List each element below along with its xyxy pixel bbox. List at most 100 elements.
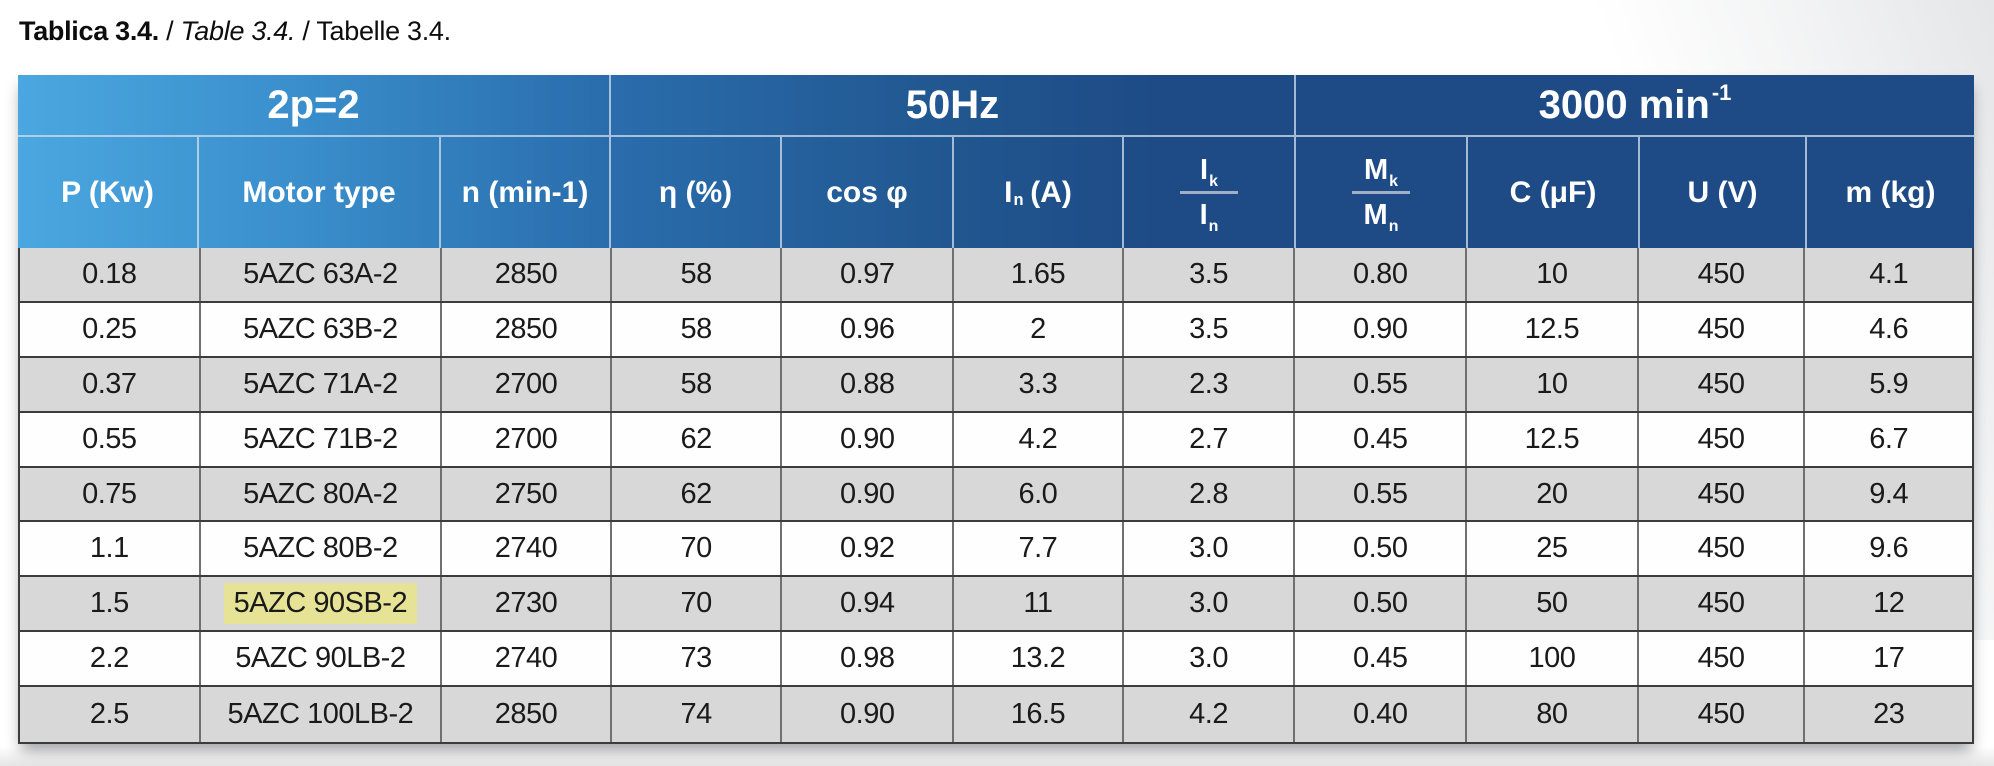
cell-capacitor: 20	[1467, 467, 1639, 521]
column-header-n: n (min-1)	[441, 137, 611, 248]
cell-mk-mn: 0.50	[1295, 522, 1468, 576]
cell-mk-mn: 0.45	[1295, 632, 1468, 686]
cell-capacitor: 12.5	[1467, 412, 1639, 466]
group-header-3000min: 3000 min -1	[1296, 75, 1974, 135]
table-row: 2.2 5AZC 90LB-2 2740 73 0.98 13.2 3.0 0.…	[20, 632, 1972, 688]
column-header-row: P (Kw) Motor type n (min-1) η (%) cos φ …	[18, 137, 1974, 248]
column-header-eta: η (%)	[611, 137, 782, 248]
cell-capacitor: 10	[1467, 248, 1639, 301]
table-row: 2.5 5AZC 100LB-2 2850 74 0.90 16.5 4.2 0…	[20, 687, 1972, 743]
table-row: 1.1 5AZC 80B-2 2740 70 0.92 7.7 3.0 0.50…	[20, 522, 1972, 578]
cell-ik-in: 2.3	[1124, 357, 1296, 411]
cell-mass: 23	[1873, 698, 1905, 731]
cell-capacitor: 80	[1467, 687, 1639, 743]
group-header-3000min-label: 3000 min	[1538, 82, 1710, 127]
cell-mass: 6.7	[1869, 422, 1909, 455]
cell-speed: 2740	[442, 632, 612, 686]
cell-mass: 4.6	[1869, 312, 1909, 345]
table-body: 0.18 5AZC 63A-2 2850 58 0.97 1.65 3.5 0.…	[18, 248, 1974, 745]
cell-motor-type: 5AZC 63A-2	[201, 248, 443, 301]
cell-current: 6.0	[954, 467, 1124, 521]
caption-english: Table 3.4.	[180, 16, 296, 46]
cell-power: 0.25	[20, 302, 201, 356]
page-bottom-shading	[0, 746, 1994, 766]
cell-cos-phi: 0.96	[782, 302, 955, 356]
caption-german: Tabelle 3.4.	[316, 16, 451, 46]
cell-efficiency: 58	[612, 248, 783, 301]
ik-in-fraction: Ik In	[1180, 154, 1238, 235]
cell-mk-mn: 0.50	[1295, 577, 1468, 631]
cell-efficiency: 58	[612, 357, 783, 411]
cell-capacitor: 25	[1467, 522, 1639, 576]
cell-voltage: 450	[1639, 632, 1806, 686]
cell-current: 3.3	[954, 357, 1124, 411]
cell-current: 1.65	[954, 248, 1124, 301]
column-header-c: C (μF)	[1468, 137, 1640, 248]
cell-cos-phi: 0.97	[782, 248, 955, 301]
column-header-mk-mn: Mk Mn	[1296, 137, 1468, 248]
cell-efficiency: 73	[612, 632, 783, 686]
cell-cos-phi: 0.98	[782, 632, 955, 686]
cell-cos-phi: 0.94	[782, 577, 955, 631]
table-row: 0.75 5AZC 80A-2 2750 62 0.90 6.0 2.8 0.5…	[20, 467, 1972, 523]
cell-cos-phi: 0.88	[782, 357, 955, 411]
caption-croatian: Tablica 3.4.	[19, 16, 159, 46]
cell-current: 13.2	[954, 632, 1124, 686]
cell-mk-mn: 0.55	[1295, 467, 1468, 521]
cell-efficiency: 62	[612, 412, 783, 466]
cell-efficiency: 74	[612, 687, 783, 743]
cell-speed: 2750	[442, 467, 612, 521]
cell-ik-in: 3.5	[1124, 302, 1296, 356]
cell-voltage: 450	[1639, 412, 1806, 466]
cell-current: 4.2	[954, 412, 1124, 466]
cell-capacitor: 50	[1467, 577, 1639, 631]
cell-capacitor: 12.5	[1467, 302, 1639, 356]
cell-mass: 5.9	[1869, 367, 1909, 400]
cell-speed: 2850	[442, 687, 612, 743]
cell-efficiency: 70	[612, 577, 783, 631]
group-header-50hz: 50Hz	[611, 75, 1296, 135]
cell-cos-phi: 0.90	[782, 687, 955, 743]
mk-mn-fraction: Mk Mn	[1352, 154, 1410, 235]
cell-power: 1.5	[20, 577, 201, 631]
cell-mk-mn: 0.55	[1295, 357, 1468, 411]
column-header-p: P (Kw)	[18, 137, 199, 248]
cell-cos-phi: 0.92	[782, 522, 955, 576]
cell-power: 0.75	[20, 467, 201, 521]
cell-mk-mn: 0.45	[1295, 412, 1468, 466]
table-row: 1.5 5AZC 90SB-2 2730 70 0.94 11 3.0 0.50…	[20, 577, 1972, 633]
column-header-cos-phi: cos φ	[782, 137, 954, 248]
cell-speed: 2740	[442, 522, 612, 576]
fraction-bar	[1180, 191, 1238, 194]
cell-mk-mn: 0.90	[1295, 302, 1468, 356]
cell-power: 0.55	[20, 412, 201, 466]
cell-current: 7.7	[954, 522, 1124, 576]
cell-efficiency: 62	[612, 467, 783, 521]
group-header-2p2-label: 2p=2	[267, 82, 360, 127]
group-header-50hz-label: 50Hz	[905, 82, 1000, 127]
motor-spec-table: 2p=2 50Hz 3000 min -1 P (Kw) Motor type n…	[18, 75, 1974, 745]
caption-separator: /	[295, 16, 317, 46]
cell-capacitor: 10	[1467, 357, 1639, 411]
column-header-u: U (V)	[1640, 137, 1807, 248]
cell-mk-mn: 0.80	[1295, 248, 1468, 301]
cell-ik-in: 2.8	[1124, 467, 1296, 521]
cell-cos-phi: 0.90	[782, 412, 955, 466]
cell-power: 2.5	[20, 687, 201, 743]
cell-cos-phi: 0.90	[782, 467, 955, 521]
group-header-row: 2p=2 50Hz 3000 min -1	[18, 75, 1974, 137]
cell-ik-in: 3.0	[1124, 522, 1296, 576]
table-caption: Tablica 3.4. / Table 3.4. / Tabelle 3.4.	[19, 16, 451, 47]
column-header-ik-in: Ik In	[1124, 137, 1296, 248]
cell-efficiency: 70	[612, 522, 783, 576]
cell-ik-in: 3.0	[1124, 577, 1296, 631]
group-header-3000min-exponent: -1	[1711, 79, 1732, 105]
table-row: 0.18 5AZC 63A-2 2850 58 0.97 1.65 3.5 0.…	[20, 248, 1972, 303]
caption-separator: /	[158, 16, 181, 46]
table-row: 0.25 5AZC 63B-2 2850 58 0.96 2 3.5 0.90 …	[20, 302, 1972, 358]
table-header: 2p=2 50Hz 3000 min -1 P (Kw) Motor type n…	[18, 75, 1974, 248]
cell-power: 0.18	[20, 248, 201, 301]
cell-motor-type: 5AZC 80A-2	[201, 467, 443, 521]
cell-voltage: 450	[1639, 577, 1806, 631]
